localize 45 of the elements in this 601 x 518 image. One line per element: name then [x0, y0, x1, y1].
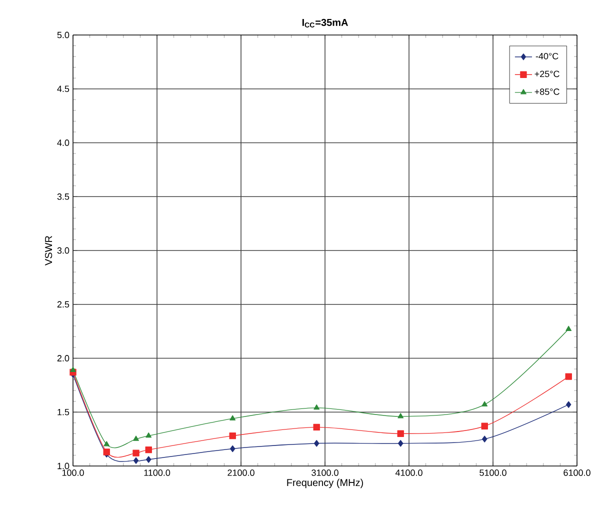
- point: [482, 436, 488, 442]
- point: [70, 366, 76, 372]
- point: [566, 326, 572, 331]
- point: [566, 401, 572, 408]
- legend-label: -40°C: [536, 52, 558, 60]
- x-tick-label: 5100.0: [480, 470, 506, 476]
- y-tick-label: 4.0: [57, 140, 70, 146]
- point: [132, 450, 140, 456]
- point: [230, 445, 236, 452]
- x-tick-label: 4100.0: [395, 470, 422, 476]
- y-tick-label: 2.5: [57, 301, 70, 308]
- x-tick-label: 100.0: [62, 470, 84, 476]
- point: [313, 424, 320, 431]
- point: [104, 441, 110, 446]
- point: [146, 432, 152, 438]
- y-tick-label: 4.5: [57, 86, 70, 92]
- point: [314, 440, 320, 447]
- y-tick-label: 1.0: [58, 462, 70, 470]
- x-tick-label: 2100.0: [228, 470, 254, 476]
- point: [397, 430, 404, 438]
- y-axis-title: VSWR: [45, 236, 52, 266]
- point: [398, 413, 404, 418]
- point: [481, 422, 488, 430]
- y-tick-label: 5.0: [57, 32, 70, 38]
- x-tick-label: 6100.0: [564, 470, 590, 476]
- y-tick-label: 1.5: [58, 408, 70, 416]
- point: [133, 457, 139, 464]
- x-axis-title: Frequency (MHz): [287, 478, 363, 488]
- point: [482, 401, 488, 406]
- legend-label: +25°C: [534, 70, 560, 78]
- y-tick-label: 3.0: [57, 247, 70, 254]
- x-tick-label: 1100.0: [144, 470, 170, 476]
- point: [398, 440, 404, 447]
- point: [565, 373, 572, 380]
- point: [230, 415, 236, 420]
- legend-label: +85°C: [534, 88, 560, 95]
- point: [314, 404, 320, 410]
- point: [146, 456, 152, 463]
- point: [133, 436, 139, 441]
- point: [229, 432, 236, 440]
- y-tick-label: 2.0: [57, 355, 70, 362]
- chart-title: I$_{CC}$=35mA: [302, 18, 348, 28]
- y-tick-label: 3.5: [57, 193, 70, 200]
- x-tick-label: 3100.0: [312, 470, 338, 476]
- point: [145, 446, 152, 454]
